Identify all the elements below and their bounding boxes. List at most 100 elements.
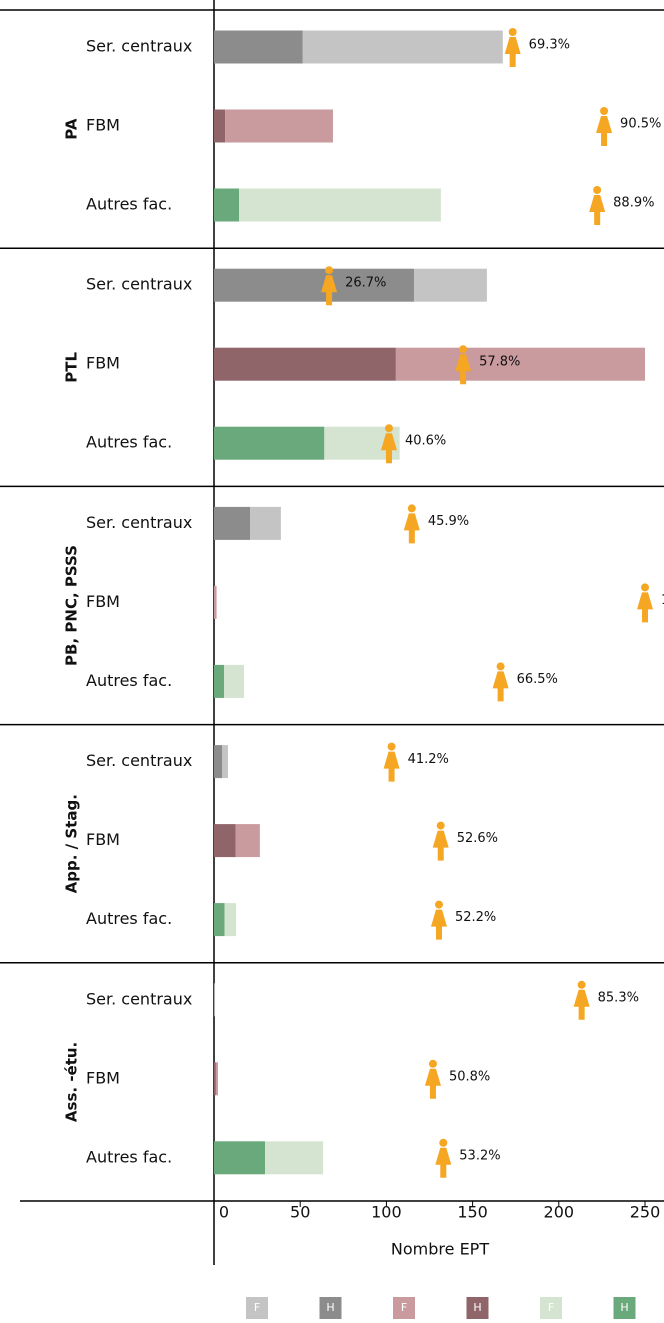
icon-body	[425, 1069, 441, 1099]
icon-head	[600, 107, 608, 115]
legend-label: H	[326, 1301, 334, 1314]
bar-f	[216, 1062, 218, 1095]
bar-h	[214, 903, 225, 936]
group-label: PTL	[63, 351, 81, 382]
icon-head	[388, 743, 396, 751]
female-icon	[493, 662, 509, 701]
bar-h	[214, 507, 250, 540]
bar-h	[214, 824, 236, 857]
icon-head	[459, 345, 467, 353]
icon-head	[408, 504, 416, 512]
bar-f	[239, 189, 441, 222]
bar-h	[214, 427, 324, 460]
icon-head	[641, 583, 649, 591]
icon-body	[404, 513, 420, 543]
female-icon	[589, 186, 605, 225]
pct-label: 69.3%	[529, 38, 570, 53]
female-icon	[431, 901, 447, 940]
group-label: Ass. -étu.	[63, 1042, 81, 1122]
icon-body	[574, 990, 590, 1020]
row-label: FBM	[86, 354, 120, 373]
bar-f	[225, 110, 333, 143]
female-icon	[433, 822, 449, 861]
icon-head	[578, 981, 586, 989]
pct-label: 66.5%	[517, 672, 558, 687]
row-label: Autres fac.	[86, 671, 172, 690]
row-label: Ser. centraux	[86, 989, 192, 1008]
icon-head	[325, 266, 333, 274]
pct-label: 85.3%	[598, 990, 639, 1005]
female-icon	[505, 28, 521, 67]
x-tick-label: 250	[630, 1203, 661, 1222]
icon-body	[493, 671, 509, 701]
row-label: FBM	[86, 592, 120, 611]
female-icon	[404, 504, 420, 543]
pct-label: 50.8%	[449, 1069, 490, 1084]
icon-body	[435, 1148, 451, 1178]
pct-label: 88.9%	[613, 196, 654, 211]
pct-label: 40.6%	[405, 434, 446, 449]
bar-f	[265, 1141, 323, 1174]
icon-head	[439, 1139, 447, 1147]
bar-h	[214, 665, 224, 698]
pct-label: 52.6%	[457, 831, 498, 846]
bar-f	[250, 507, 281, 540]
row-label: Autres fac.	[86, 1147, 172, 1166]
legend-label: H	[620, 1301, 628, 1314]
pct-label: 52.2%	[455, 910, 496, 925]
bar-h	[214, 745, 222, 778]
bar-h	[214, 1141, 265, 1174]
icon-body	[384, 752, 400, 782]
row-label: FBM	[86, 830, 120, 849]
row-label: FBM	[86, 116, 120, 135]
female-icon	[425, 1060, 441, 1099]
icon-head	[429, 1060, 437, 1068]
row-label: Ser. centraux	[86, 37, 192, 56]
row-label: Autres fac.	[86, 909, 172, 928]
group-label: PB, PNC, PSSS	[63, 545, 81, 666]
icon-head	[385, 424, 393, 432]
group-label: PA	[63, 118, 81, 140]
female-icon	[574, 981, 590, 1020]
female-icon	[637, 583, 653, 622]
x-tick-label: 150	[457, 1203, 488, 1222]
icon-body	[505, 37, 521, 67]
row-label: FBM	[86, 1068, 120, 1087]
female-icon	[384, 743, 400, 782]
female-icon	[596, 107, 612, 146]
pct-label: 26.7%	[345, 276, 386, 291]
icon-body	[637, 592, 653, 622]
icon-head	[509, 28, 517, 36]
icon-body	[433, 831, 449, 861]
bar-f	[222, 745, 228, 778]
bar-h	[214, 1062, 216, 1095]
x-tick-label: 0	[219, 1203, 229, 1222]
bar-h	[214, 31, 303, 64]
legend-label: F	[254, 1301, 260, 1314]
pct-label: 57.8%	[479, 355, 520, 370]
row-label: Autres fac.	[86, 433, 172, 452]
pct-label: 45.9%	[428, 514, 469, 529]
row-label: Autres fac.	[86, 195, 172, 214]
pct-label: 53.2%	[459, 1148, 500, 1163]
bar-f	[414, 269, 487, 302]
icon-body	[431, 910, 447, 940]
bar-f	[225, 903, 237, 936]
female-icon	[435, 1139, 451, 1178]
pct-label: 41.2%	[408, 752, 449, 767]
x-tick-label: 200	[544, 1203, 575, 1222]
bar-f	[214, 983, 215, 1016]
bar-f	[303, 31, 503, 64]
icon-head	[497, 662, 505, 670]
icon-head	[593, 186, 601, 194]
pct-label: 90.5%	[620, 117, 661, 132]
icon-body	[589, 195, 605, 225]
bar-h	[214, 189, 239, 222]
group-label: App. / Stag.	[63, 794, 81, 893]
bar-h	[214, 110, 225, 143]
legend-label: H	[473, 1301, 481, 1314]
bar-f	[224, 665, 244, 698]
legend-label: F	[401, 1301, 407, 1314]
bar-h	[214, 348, 396, 381]
